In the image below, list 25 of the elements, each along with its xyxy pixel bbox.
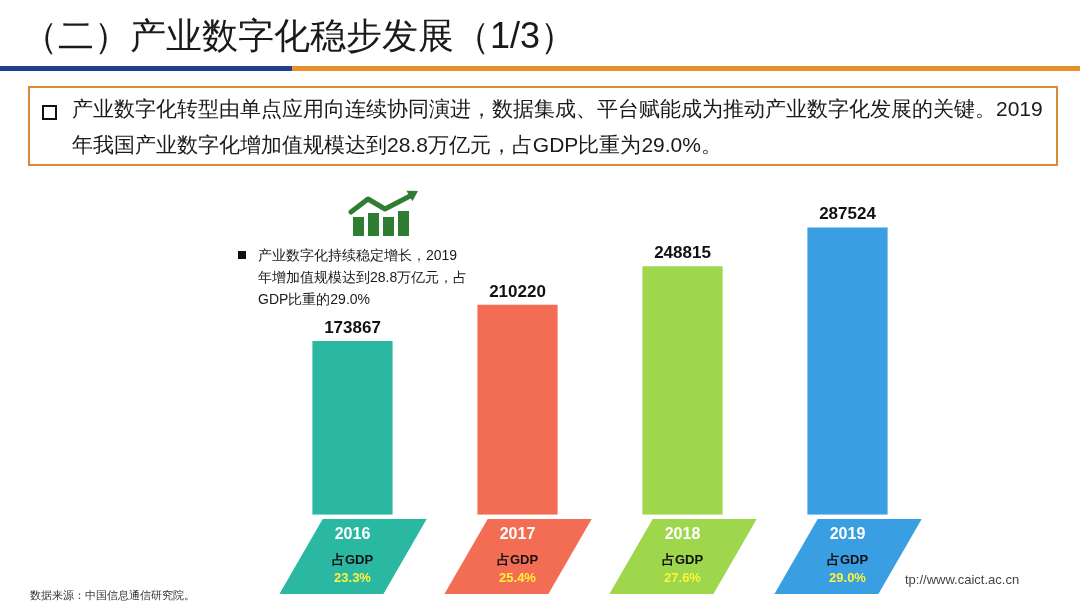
source-note: 数据来源：中国信息通信研究院。: [30, 588, 195, 603]
data-label: 173867: [324, 318, 381, 338]
data-label: 287524: [819, 204, 877, 224]
text: 23.3%: [334, 569, 372, 585]
text: 占GDP: [496, 551, 539, 567]
x-tick-label: 2017: [499, 524, 536, 542]
chart-title: （二）产业数字化稳步发展（1/3）: [22, 14, 577, 58]
x-tick-label: 2018: [664, 524, 701, 542]
x-tick-label: 2019: [829, 524, 866, 542]
chart-subtitle: 产业数字化转型由单点应用向连续协同演进，数据集成、平台赋能成为推动产业数字化发展的关键。2019年我国产业数字化增加值规模达到28.8万亿元，占GDP比重为29.0%。: [72, 96, 1044, 158]
text: 占GDP: [661, 551, 704, 567]
bar: [312, 341, 393, 515]
annotation: 产业数字化持续稳定增长，2019年增加值规模达到28.8万亿元，占GDP比重的29.0%: [258, 246, 469, 309]
text: tp://www.caict.ac.cn: [905, 572, 1020, 587]
text: 27.6%: [664, 569, 702, 585]
x-tick-label: 2016: [334, 524, 371, 542]
text: 占GDP: [331, 551, 374, 567]
data-label: 248815: [654, 243, 711, 263]
bar: [477, 304, 558, 515]
bar: [642, 266, 723, 515]
data-label: 210220: [489, 281, 546, 301]
text: 25.4%: [499, 569, 537, 585]
text: 29.0%: [829, 569, 867, 585]
text: 占GDP: [826, 551, 869, 567]
bar: [807, 227, 888, 515]
